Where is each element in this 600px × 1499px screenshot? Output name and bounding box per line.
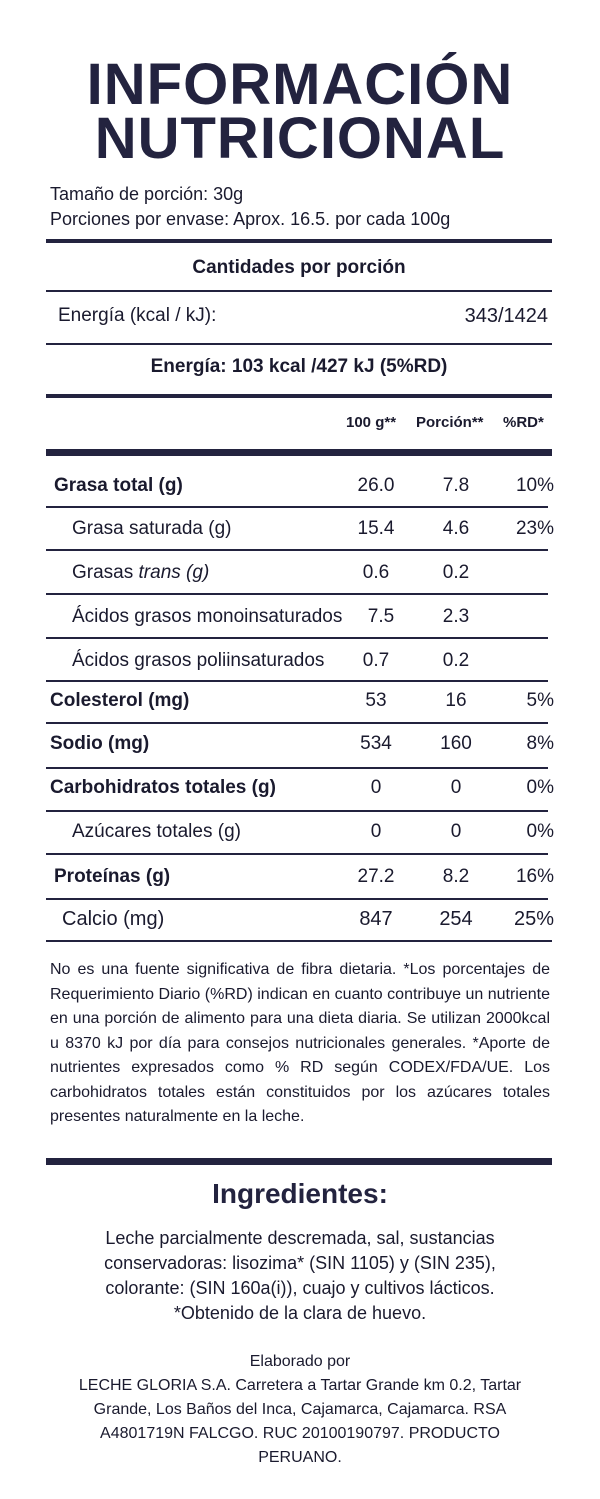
nutrient-row-polyunsaturated: Ácidos grasos poliinsaturados 0.7 0.2 (46, 650, 552, 690)
nutrient-row-protein: Proteínas (g) 27.2 8.2 16% (46, 866, 554, 906)
ingredients-line: *Obtenido de la clara de huevo. (173, 1303, 427, 1323)
divider (46, 290, 552, 292)
divider (46, 1158, 552, 1165)
column-header-rd: %RD* (503, 414, 544, 431)
nutrient-row-saturated-fat: Grasa saturada (g) 15.4 4.6 23% (46, 518, 554, 558)
energy-value: 343/1424 (464, 305, 548, 327)
nutrient-row-trans-fat: Grasas trans (g) 0.6 0.2 (46, 562, 552, 602)
nutrient-row-sodium: Sodio (mg) 534 160 8% (46, 733, 554, 773)
energy-label: Energía (kcal / kJ): (58, 305, 217, 326)
divider (46, 449, 552, 456)
value-portion: 7.8 (442, 475, 470, 496)
ingredients-title: Ingredientes: (212, 1178, 388, 1209)
servings-per-pack: Porciones por envase: Aprox. 16.5. por c… (50, 209, 451, 229)
footnote: No es una fuente significativa de fibra … (50, 961, 550, 1125)
value-100g: 0 (370, 821, 382, 842)
value-portion: 0 (450, 777, 462, 798)
value-100g: 0 (370, 777, 382, 798)
row-divider (46, 549, 548, 551)
value-portion: 2.3 (442, 606, 470, 627)
value-100g: 27.2 (357, 866, 395, 887)
value-rd: 8% (526, 733, 554, 754)
nutrient-name: Ácidos grasos poliinsaturados (72, 650, 325, 671)
ingredients-text: Leche parcialmente descremada, sal, sust… (40, 1226, 560, 1326)
nutrient-name: Ácidos grasos monoinsaturados (72, 606, 343, 627)
row-divider (46, 506, 548, 508)
nutrient-name: Calcio (mg) (62, 908, 165, 930)
row-divider (46, 680, 548, 682)
value-100g: 7.5 (367, 606, 395, 627)
value-rd: 25% (513, 908, 554, 930)
divider (46, 239, 552, 243)
nutrient-row-monounsaturated: Ácidos grasos monoinsaturados 7.5 2.3 (46, 606, 552, 646)
nutrient-row-total-fat: Grasa total (g) 26.0 7.8 10% (46, 475, 554, 515)
nutrient-name: Grasa saturada (g) (72, 518, 232, 539)
value-portion: 16 (445, 690, 467, 711)
nutrient-name-prefix: Grasas (72, 562, 139, 583)
maker-line: Grande, Los Baños del Inca, Cajamarca, C… (93, 1401, 507, 1418)
value-portion: 254 (439, 908, 473, 930)
nutrient-name: Carbohidratos totales (g) (50, 777, 276, 798)
energy-summary: Energía: 103 kcal /427 kJ (5%RD) (150, 356, 448, 377)
maker-line: A4801719N FALCGO. RUC 20100190797. PRODU… (100, 1425, 500, 1442)
value-100g: 53 (365, 690, 387, 711)
nutrient-name: Grasas trans (g) (72, 562, 209, 584)
value-portion: 0.2 (442, 562, 470, 583)
value-100g: 534 (360, 733, 392, 754)
value-rd: 0% (526, 821, 554, 842)
value-100g: 0.6 (362, 562, 390, 583)
manufacturer-info: Elaborado por LECHE GLORIA S.A. Carreter… (40, 1350, 560, 1470)
value-rd: 5% (526, 690, 554, 711)
maker-line: Elaborado por (249, 1353, 351, 1370)
row-divider (46, 810, 548, 812)
value-portion: 8.2 (442, 866, 470, 887)
value-100g: 15.4 (357, 518, 395, 539)
value-100g: 847 (359, 908, 393, 930)
value-portion: 4.6 (442, 518, 470, 539)
value-100g: 26.0 (357, 475, 395, 496)
maker-line: PERUANO. (258, 1449, 342, 1466)
nutrient-name: Proteínas (g) (54, 866, 171, 887)
row-divider (46, 593, 548, 595)
value-portion: 160 (440, 733, 472, 754)
nutrient-name: Grasa total (g) (54, 475, 183, 496)
nutrient-row-carbohydrates: Carbohidratos totales (g) 0 0 0% (46, 777, 554, 817)
divider (46, 940, 552, 942)
divider (46, 394, 552, 398)
row-divider (46, 898, 548, 900)
nutrient-name-italic: trans (g) (138, 562, 210, 583)
value-rd: 23% (515, 518, 554, 539)
amounts-header: Cantidades por porción (192, 257, 406, 278)
value-portion: 0.2 (442, 650, 470, 671)
nutrient-row-cholesterol: Colesterol (mg) 53 16 5% (46, 690, 554, 730)
column-header-100g: 100 g** (346, 414, 397, 431)
serving-size: Tamaño de porción: 30g (50, 184, 244, 204)
value-rd: 10% (515, 475, 554, 496)
ingredients-line: conservadoras: lisozima* (SIN 1105) y (S… (104, 1253, 496, 1273)
column-header-portion: Porción** (416, 414, 484, 431)
value-portion: 0 (450, 821, 462, 842)
nutrient-row-calcium: Calcio (mg) 847 254 25% (46, 908, 554, 948)
nutrient-name: Azúcares totales (g) (72, 821, 241, 842)
nutrient-name: Sodio (mg) (50, 733, 150, 754)
divider (46, 343, 552, 345)
row-divider (46, 722, 548, 724)
title-line-2: NUTRICIONAL (94, 106, 506, 171)
row-divider (46, 637, 548, 639)
label-title: INFORMACIÓN NUTRICIONAL (0, 52, 600, 171)
serving-info: Tamaño de porción: 30g Porciones por env… (50, 182, 450, 232)
title-line-1: INFORMACIÓN (86, 52, 514, 117)
row-divider (46, 853, 548, 855)
row-divider (46, 767, 548, 769)
nutrient-row-sugars: Azúcares totales (g) 0 0 0% (46, 821, 554, 861)
value-100g: 0.7 (362, 650, 390, 671)
ingredients-line: colorante: (SIN 160a(i)), cuajo y cultiv… (105, 1278, 495, 1298)
ingredients-line: Leche parcialmente descremada, sal, sust… (105, 1228, 495, 1248)
maker-line: LECHE GLORIA S.A. Carretera a Tartar Gra… (78, 1377, 522, 1394)
value-rd: 0% (526, 777, 554, 798)
value-rd: 16% (515, 866, 554, 887)
nutrient-name: Colesterol (mg) (50, 690, 190, 711)
